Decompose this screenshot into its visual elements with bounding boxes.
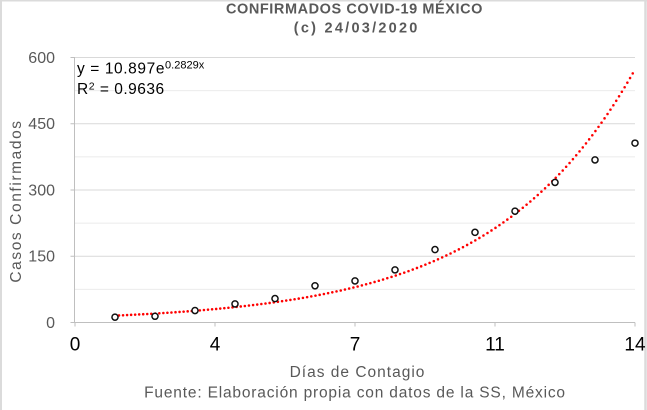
svg-text:R2 = 0.9636: R2 = 0.9636 — [77, 80, 165, 98]
svg-text:Días de Contagio: Días de Contagio — [290, 364, 426, 381]
svg-text:14: 14 — [624, 334, 646, 355]
svg-text:(c) 24/03/2020: (c) 24/03/2020 — [294, 21, 420, 37]
svg-text:150: 150 — [28, 249, 55, 266]
svg-text:CONFIRMADOS COVID-19 MÉXICO: CONFIRMADOS COVID-19 MÉXICO — [226, 0, 483, 17]
svg-text:600: 600 — [28, 50, 55, 67]
svg-text:Casos Confirmados: Casos Confirmados — [8, 119, 25, 282]
svg-text:300: 300 — [28, 182, 55, 199]
svg-text:7: 7 — [350, 334, 361, 355]
svg-text:Fuente: Elaboración propia con: Fuente: Elaboración propia con datos de … — [144, 385, 566, 402]
svg-text:0: 0 — [46, 315, 55, 332]
svg-text:0: 0 — [70, 334, 81, 355]
svg-text:450: 450 — [28, 116, 55, 133]
svg-text:4: 4 — [210, 334, 221, 355]
svg-text:11: 11 — [485, 334, 505, 355]
